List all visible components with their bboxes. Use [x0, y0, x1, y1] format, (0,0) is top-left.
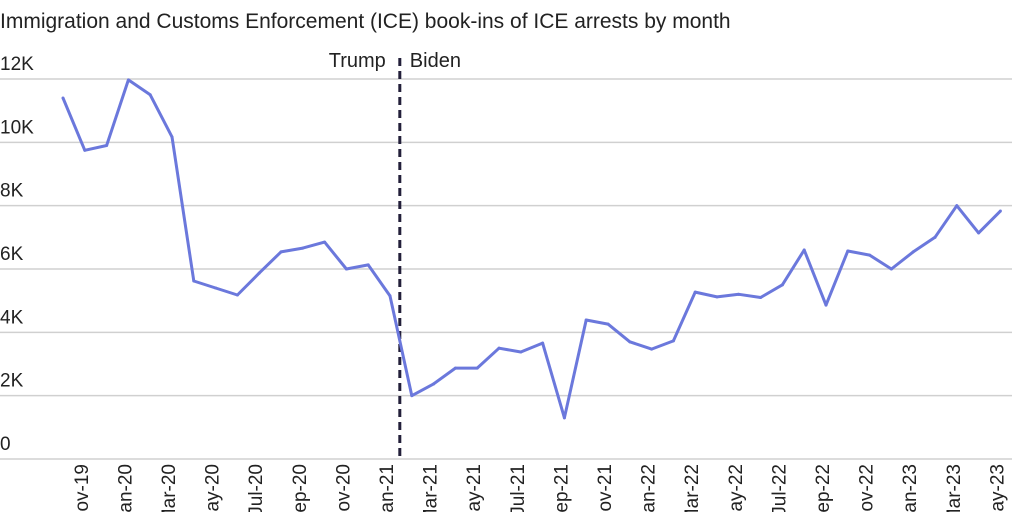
- data-point-Jun-21: [497, 346, 501, 350]
- data-point-Apr-22: [715, 295, 719, 299]
- data-point-Nov-20: [344, 267, 348, 271]
- data-point-Feb-23: [933, 235, 937, 239]
- x-tick-label: Mar-22: [682, 464, 703, 512]
- data-point-Dec-19: [105, 144, 109, 147]
- data-point-Sep-22: [824, 303, 828, 307]
- data-point-Jan-22: [650, 347, 654, 351]
- y-tick-label: 12K: [0, 54, 34, 75]
- data-point-Mar-22: [693, 290, 697, 294]
- annotation-trump: Trump: [329, 50, 386, 72]
- y-tick-label: 6K: [0, 244, 24, 265]
- x-tick-label: Jan-21: [377, 464, 398, 512]
- y-tick-label: 8K: [0, 181, 24, 202]
- x-tick-label: Sep-20: [290, 464, 311, 512]
- data-point-Sep-20: [301, 246, 305, 250]
- data-point-Aug-20: [279, 250, 283, 254]
- data-point-May-23: [998, 209, 1002, 213]
- data-point-Dec-21: [628, 340, 632, 344]
- data-point-Jun-20: [235, 293, 239, 297]
- x-tick-label: Nov-19: [72, 464, 93, 512]
- annotation-biden: Biden: [410, 50, 461, 72]
- data-point-Oct-21: [584, 318, 588, 322]
- data-point-Mar-21: [432, 382, 436, 386]
- data-point-Sep-21: [562, 416, 566, 420]
- data-point-Jul-20: [257, 271, 261, 275]
- x-tick-label: Jan-23: [900, 464, 921, 512]
- data-point-Jul-21: [519, 350, 523, 354]
- series-line: [61, 78, 1002, 420]
- data-point-May-22: [737, 292, 741, 296]
- y-tick-label: 10K: [0, 117, 34, 138]
- x-tick-label: May-21: [464, 464, 485, 512]
- data-point-Jan-20: [126, 78, 130, 82]
- x-tick-label: Jan-20: [115, 464, 136, 512]
- x-tick-label: Jul-22: [769, 464, 790, 512]
- x-tick-label: Mar-21: [421, 464, 442, 512]
- x-tick-label: Jul-20: [246, 464, 267, 512]
- x-tick-label: Mar-20: [159, 464, 180, 512]
- data-point-May-20: [214, 286, 218, 290]
- data-point-Apr-20: [192, 279, 196, 283]
- data-point-Jan-21: [388, 294, 392, 298]
- data-point-Nov-22: [868, 253, 872, 257]
- x-tick-label: Nov-22: [857, 464, 878, 512]
- data-point-Mar-23: [955, 204, 959, 208]
- x-tick-label: May-20: [203, 464, 224, 512]
- data-point-Apr-23: [977, 231, 981, 235]
- x-tick-label: May-23: [987, 464, 1008, 512]
- chart-title: Immigration and Customs Enforcement (ICE…: [0, 10, 731, 33]
- y-tick-label: 2K: [0, 371, 24, 392]
- data-point-Dec-20: [366, 263, 370, 267]
- x-tick-label: Mar-23: [944, 464, 965, 512]
- data-point-Oct-22: [846, 249, 850, 253]
- y-tick-label: 0: [0, 434, 11, 455]
- data-point-Oct-19: [61, 96, 65, 100]
- data-point-Jan-23: [911, 250, 915, 254]
- data-point-Dec-22: [889, 267, 893, 271]
- x-tick-label: Nov-20: [333, 464, 354, 512]
- data-point-Aug-22: [802, 248, 806, 252]
- data-point-Nov-21: [606, 322, 610, 326]
- x-tick-label: May-22: [726, 464, 747, 512]
- data-point-Feb-21: [410, 394, 414, 398]
- data-point-Feb-22: [671, 339, 675, 343]
- data-point-Aug-21: [541, 341, 545, 345]
- x-tick-label: Jul-21: [508, 464, 529, 512]
- data-point-Jul-22: [780, 283, 784, 287]
- data-point-May-21: [475, 366, 479, 370]
- data-point-Mar-20: [170, 135, 174, 139]
- y-tick-label: 4K: [0, 307, 24, 328]
- x-tick-label: Jan-22: [639, 464, 660, 512]
- x-tick-label: Sep-22: [813, 464, 834, 512]
- x-tick-label: Sep-21: [551, 464, 572, 512]
- data-point-Jun-22: [759, 296, 763, 299]
- data-point-Nov-19: [83, 148, 87, 152]
- data-point-Feb-20: [148, 93, 152, 97]
- data-point-Oct-20: [323, 240, 327, 244]
- data-point-Apr-21: [453, 366, 457, 370]
- x-tick-label: Nov-21: [595, 464, 616, 512]
